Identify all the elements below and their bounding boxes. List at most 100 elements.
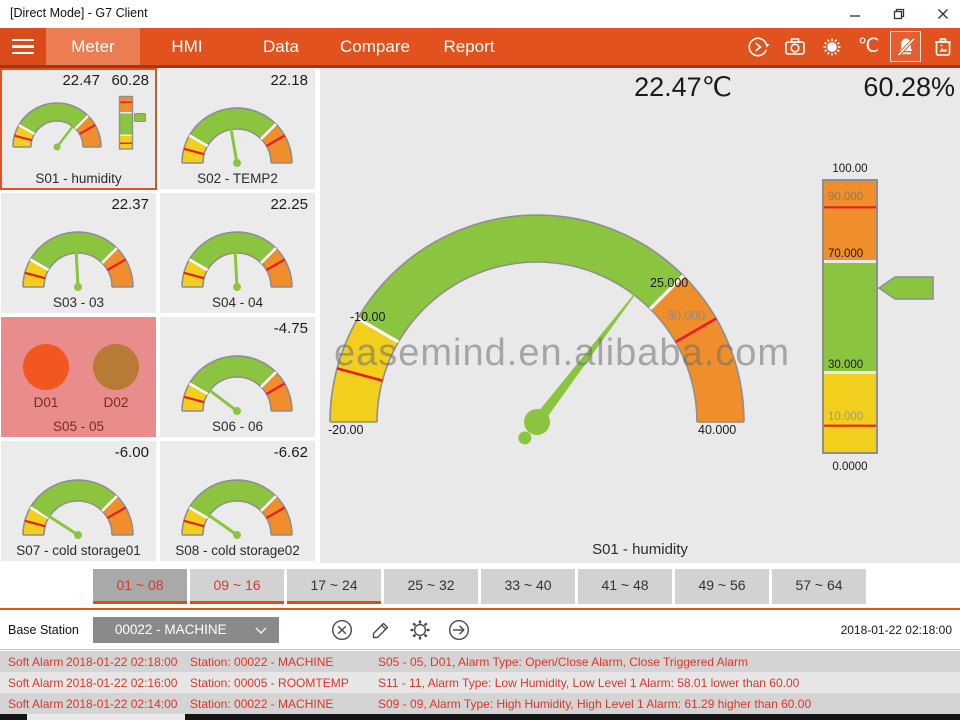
alarm-row[interactable]: Soft Alarm 2018-01-22 02:18:00 Station: …: [0, 651, 960, 672]
tile-label: S03 - 03: [52, 295, 105, 310]
tile-s02-temp2[interactable]: 22.18 S02 - TEMP2: [160, 69, 315, 189]
bar-max-label: 100.00: [832, 163, 867, 175]
menu-icon[interactable]: [0, 28, 46, 65]
taskbar-strip: [0, 714, 960, 720]
gauge-max-label: 40.000: [698, 423, 736, 437]
cancel-alarm-icon[interactable]: [329, 617, 355, 643]
camera-icon[interactable]: [779, 31, 810, 62]
tab-compare[interactable]: Compare: [340, 36, 410, 56]
tab-data[interactable]: Data: [263, 36, 299, 56]
current-temperature: 22.47℃: [634, 72, 732, 102]
gauge-needle: [74, 240, 82, 291]
tab-report[interactable]: Report: [443, 36, 495, 56]
bar-10-label: 10.000: [828, 411, 863, 423]
minimize-button[interactable]: [848, 7, 862, 21]
tile-s07-cold-storage01[interactable]: -6.00 S07 - cold storage01: [1, 441, 156, 561]
current-timestamp: 2018-01-22 02:18:00: [840, 622, 952, 637]
gauge-svg: [22, 231, 134, 291]
tab-meter[interactable]: Meter: [46, 28, 140, 65]
d01-indicator: [23, 344, 69, 390]
bar-90-label: 90.000: [828, 191, 863, 203]
tile-value: -4.75: [273, 320, 308, 337]
tile-value: 22.37: [111, 196, 149, 213]
sensor-tile-grid: 22.47 60.28 S0: [0, 68, 317, 561]
gauge-alarm-high-label: 30.000: [667, 309, 705, 323]
range-tab-17-24[interactable]: 17 ~ 24: [287, 569, 381, 604]
station-dropdown[interactable]: 00022 - MACHINE: [92, 616, 279, 643]
range-tab-09-16[interactable]: 09 ~ 16: [190, 569, 284, 604]
range-tab-01-08[interactable]: 01 ~ 08: [93, 569, 187, 604]
d02-label: D02: [103, 395, 129, 410]
gauge-svg: [181, 355, 293, 415]
nav-bar: Meter HMI Data Compare Report ℃: [0, 28, 960, 68]
alarm-message: S05 - 05, D01, Alarm Type: Open/Close Al…: [378, 654, 748, 669]
gauge-svg: [181, 107, 293, 167]
gauge-svg: [181, 479, 293, 539]
chevron-down-icon: [255, 626, 267, 634]
tile-label: S02 - TEMP2: [197, 171, 278, 186]
tile-value-temp: 22.47: [62, 72, 100, 89]
gauge-needle: [53, 116, 82, 151]
gauge-needle: [38, 508, 82, 539]
alarm-message: S09 - 09, Alarm Type: High Humidity, Hig…: [378, 696, 812, 711]
gauge-min-label: -20.00: [328, 423, 363, 437]
main-gauge-panel: 22.47℃ 60.28% -20.00 -10.00 25.000 30.00…: [320, 68, 960, 563]
tile-s06[interactable]: -4.75 S06 - 06: [160, 317, 315, 437]
tab-hmi[interactable]: HMI: [171, 36, 203, 56]
sync-icon[interactable]: [742, 31, 773, 62]
gauge-svg: [181, 231, 293, 291]
edit-icon[interactable]: [368, 617, 394, 643]
close-button[interactable]: [936, 7, 950, 21]
alarm-station: Station: 00005 - ROOMTEMP: [190, 675, 349, 690]
tile-s05-digital[interactable]: D01 D02 S05 - 05: [1, 317, 156, 437]
main-bar-gauge-svg: 100.00 90.000 70.000 30.000 10.000 0.000…: [822, 163, 934, 473]
tile-label: S04 - 04: [211, 295, 264, 310]
alarm-time: 2018-01-22 02:18:00: [66, 654, 178, 669]
alarm-station: Station: 00022 - MACHINE: [190, 654, 334, 669]
watermark: easemind.en.alibaba.com: [334, 332, 791, 374]
main-gauge-svg: -20.00 -10.00 25.000 30.000 40.000: [328, 214, 745, 445]
bar-pointer: [877, 276, 934, 300]
range-tab-33-40[interactable]: 33 ~ 40: [481, 569, 575, 604]
restore-button[interactable]: [892, 7, 906, 21]
alarm-type: Soft Alarm: [8, 675, 64, 690]
clear-image-icon[interactable]: [927, 31, 958, 62]
gauge-high-label: 25.000: [650, 276, 688, 290]
brightness-icon[interactable]: [816, 31, 847, 62]
base-station-label: Base Station: [8, 622, 79, 637]
alarm-time: 2018-01-22 02:14:00: [66, 696, 178, 711]
d02-indicator: [93, 344, 139, 390]
station-dropdown-value: 00022 - MACHINE: [114, 622, 227, 637]
divider: [0, 649, 960, 650]
tile-s08-cold-storage02[interactable]: -6.62 S08 - cold storage02: [160, 441, 315, 561]
tile-label: S06 - 06: [211, 419, 264, 434]
minibar-svg: [118, 95, 146, 150]
alarm-list: Soft Alarm 2018-01-22 02:18:00 Station: …: [0, 651, 960, 714]
tile-value: -6.62: [273, 444, 308, 461]
range-tab-41-48[interactable]: 41 ~ 48: [578, 569, 672, 604]
range-tab-49-56[interactable]: 49 ~ 56: [675, 569, 769, 604]
tile-s03[interactable]: 22.37 S03 - 03: [1, 193, 156, 313]
alarm-mute-icon[interactable]: [890, 31, 921, 62]
tile-s01-humidity[interactable]: 22.47 60.28 S0: [0, 68, 157, 190]
gauge-needle: [199, 382, 241, 415]
alarm-row[interactable]: Soft Alarm 2018-01-22 02:16:00 Station: …: [0, 672, 960, 693]
temperature-unit-icon[interactable]: ℃: [857, 36, 880, 57]
range-tab-25-32[interactable]: 25 ~ 32: [384, 569, 478, 604]
taskbar-item: [27, 714, 185, 720]
bar-30-label: 30.000: [828, 359, 863, 371]
separator-line: [0, 608, 960, 610]
settings-icon[interactable]: [407, 617, 433, 643]
apply-icon[interactable]: [446, 617, 472, 643]
alarm-type: Soft Alarm: [8, 696, 64, 711]
tile-s04[interactable]: 22.25 S04 - 04: [160, 193, 315, 313]
d01-label: D01: [33, 395, 59, 410]
bar-min-label: 0.0000: [832, 461, 867, 473]
range-tab-57-64[interactable]: 57 ~ 64: [772, 569, 866, 604]
current-humidity: 60.28%: [863, 72, 955, 102]
alarm-row[interactable]: Soft Alarm 2018-01-22 02:14:00 Station: …: [0, 693, 960, 714]
gauge-svg: [12, 102, 102, 151]
alarm-type: Soft Alarm: [8, 654, 64, 669]
tile-value: 22.25: [270, 196, 308, 213]
